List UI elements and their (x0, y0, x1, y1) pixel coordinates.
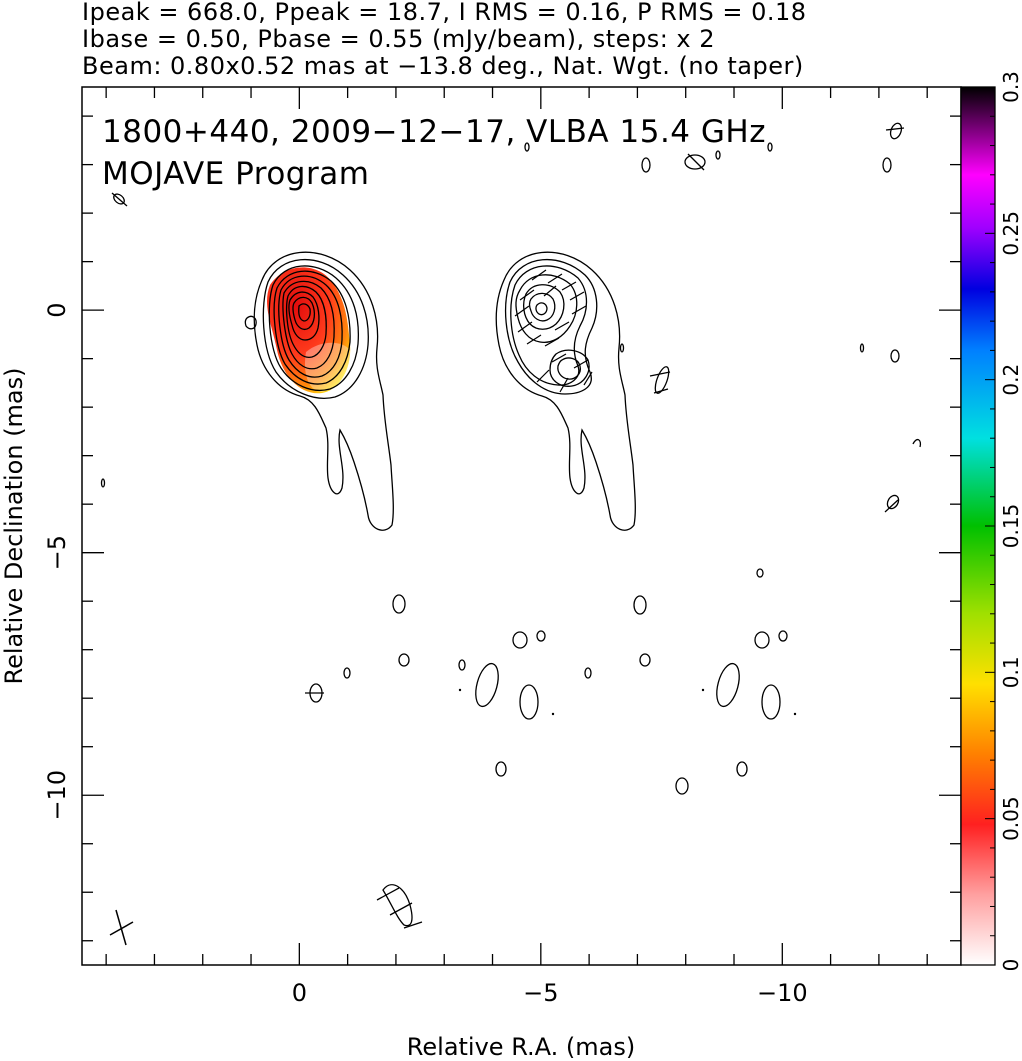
x-tick-label: 0 (292, 979, 307, 1007)
x-tick-label: −5 (523, 979, 558, 1007)
colorbar-tick-label: 0.3 (999, 71, 1022, 103)
colorbar-tick-label: 0.15 (999, 504, 1022, 549)
header-line-1: Ipeak = 668.0, Ppeak = 18.7, I RMS = 0.1… (82, 0, 807, 26)
y-tick-label: 0 (43, 302, 71, 317)
program-annotation: MOJAVE Program (102, 156, 369, 192)
header-line-3: Beam: 0.80x0.52 mas at −13.8 deg., Nat. … (82, 52, 804, 80)
colorbar-ticks: 0 0.05 0.1 0.15 0.2 0.25 0.3 (985, 71, 1022, 971)
plot-frame (81, 86, 962, 966)
y-tick-label: −10 (43, 770, 71, 821)
right-panel-contours (495, 251, 636, 531)
y-axis-label: Relative Declination (mas) (0, 367, 28, 684)
colorbar-tick-label: 0.25 (999, 211, 1022, 256)
colorbar-tick-label: 0.1 (999, 656, 1022, 688)
source-annotation: 1800+440, 2009−12−17, VLBA 15.4 GHz (102, 114, 766, 150)
y-tick-label: −5 (43, 535, 71, 570)
noise-dots (458, 688, 797, 716)
x-tick-label: −10 (757, 979, 808, 1007)
x-axis-label: Relative R.A. (mas) (407, 1033, 635, 1061)
axis-ticks: 0 −5 −10 0 −5 −10 (43, 87, 961, 1007)
colorbar-tick-label: 0.2 (999, 364, 1022, 396)
colorbar-tick-label: 0.05 (999, 796, 1022, 841)
beam-marker (109, 909, 134, 946)
noise-contours (100, 122, 922, 929)
colorbar-tick-label: 0 (999, 959, 1022, 972)
polarization-vectors (514, 269, 593, 393)
left-panel-contours (244, 251, 394, 531)
header-line-2: Ibase = 0.50, Pbase = 0.55 (mJy/beam), s… (82, 25, 715, 53)
